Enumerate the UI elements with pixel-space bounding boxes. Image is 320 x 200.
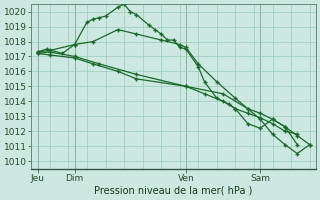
X-axis label: Pression niveau de la mer( hPa ): Pression niveau de la mer( hPa ) xyxy=(94,186,253,196)
